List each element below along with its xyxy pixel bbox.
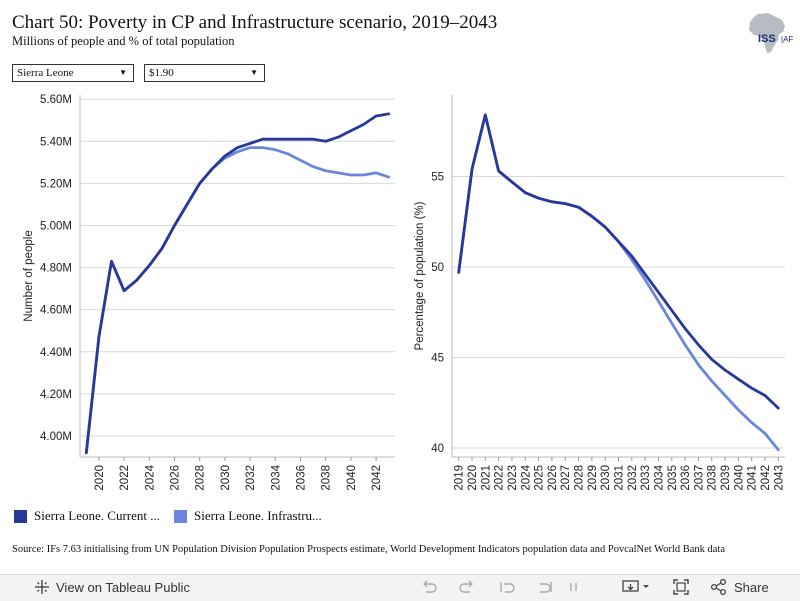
forward-icon bbox=[540, 582, 552, 593]
y-tick-label: 5.00M bbox=[40, 220, 72, 232]
x-tick-label: 2022 bbox=[119, 465, 131, 491]
x-tick-label: 2034 bbox=[270, 464, 282, 490]
x-tick-label: 2036 bbox=[296, 465, 308, 491]
x-tick-label: 2031 bbox=[614, 465, 626, 491]
x-tick-label: 2039 bbox=[720, 465, 732, 491]
x-tick-label: 2030 bbox=[220, 465, 232, 491]
y-tick-label: 4.00M bbox=[40, 431, 72, 443]
threshold-select-value: $1.90 bbox=[149, 67, 174, 79]
iss-afi-logo: ISS |AFI bbox=[749, 13, 794, 53]
share-icon bbox=[710, 579, 727, 595]
people-chart: 4.00M 4.20M 4.40M 4.60M 4.80M 5.00M 5.20M 5.40M… bbox=[23, 94, 395, 491]
revert-button[interactable] bbox=[498, 579, 516, 595]
fullscreen-button[interactable] bbox=[672, 579, 690, 595]
legend-label-current-path: Sierra Leone. Current ... bbox=[34, 508, 160, 523]
view-on-tableau-link[interactable]: View on Tableau Public bbox=[34, 579, 190, 595]
x-tick-label: 2040 bbox=[733, 465, 745, 491]
x-tick-label: 2020 bbox=[94, 465, 106, 491]
x-tick-label: 2035 bbox=[667, 465, 679, 491]
series-line-current-path[interactable] bbox=[457, 113, 780, 410]
svg-text:ISS: ISS bbox=[758, 33, 776, 45]
x-tick-label: 2042 bbox=[371, 465, 383, 491]
x-tick-label: 2029 bbox=[587, 465, 599, 491]
pause-icon bbox=[570, 583, 577, 591]
share-button[interactable]: Share bbox=[710, 579, 769, 595]
x-tick-label: 2042 bbox=[760, 465, 772, 491]
y-tick-label: 4.60M bbox=[40, 305, 72, 317]
x-tick-label: 2023 bbox=[507, 465, 519, 491]
tableau-icon bbox=[35, 580, 49, 594]
y-tick-label: 45 bbox=[431, 352, 444, 364]
y-tick-label: 4.20M bbox=[40, 389, 72, 401]
x-tick-label: 2034 bbox=[653, 464, 665, 490]
country-select-value: Sierra Leone bbox=[17, 67, 74, 79]
x-tick-label: 2041 bbox=[747, 465, 759, 491]
download-icon bbox=[622, 580, 649, 592]
svg-text:|AFI: |AFI bbox=[781, 35, 794, 44]
pause-button[interactable] bbox=[566, 579, 582, 595]
y-axis-label: Number of people bbox=[23, 230, 35, 321]
y-tick-label: 50 bbox=[431, 262, 444, 274]
x-tick-label: 2037 bbox=[693, 465, 705, 491]
y-tick-label: 4.40M bbox=[40, 347, 72, 359]
revert-icon bbox=[500, 582, 515, 593]
y-tick-label: 4.80M bbox=[40, 263, 72, 275]
redo-button[interactable] bbox=[458, 579, 476, 595]
y-tick-label: 55 bbox=[431, 171, 444, 183]
x-tick-label: 2022 bbox=[494, 465, 506, 491]
x-tick-label: 2020 bbox=[467, 465, 479, 491]
x-tick-label: 2024 bbox=[144, 464, 156, 490]
redo-icon bbox=[459, 580, 473, 593]
x-tick-label: 2033 bbox=[640, 465, 652, 491]
legend-label-infrastructure: Sierra Leone. Infrastru... bbox=[194, 508, 322, 523]
x-tick-label: 2025 bbox=[534, 465, 546, 491]
x-tick-label: 2026 bbox=[547, 465, 559, 491]
x-tick-label: 2038 bbox=[707, 465, 719, 491]
x-tick-label: 2024 bbox=[520, 464, 532, 490]
view-on-tableau-label: View on Tableau Public bbox=[56, 579, 190, 595]
x-tick-label: 2038 bbox=[321, 465, 333, 491]
chevron-down-icon: ▼ bbox=[250, 68, 258, 77]
legend-item-current-path[interactable]: Sierra Leone. Current ... bbox=[14, 508, 160, 524]
share-label: Share bbox=[734, 579, 769, 595]
x-tick-label: 2043 bbox=[773, 465, 785, 491]
x-tick-label: 2021 bbox=[480, 465, 492, 491]
y-tick-label: 5.60M bbox=[40, 94, 72, 106]
series-line-infrastructure[interactable] bbox=[457, 113, 780, 452]
x-tick-label: 2019 bbox=[454, 465, 466, 491]
threshold-select[interactable]: $1.90 ▼ bbox=[144, 64, 265, 82]
undo-icon bbox=[423, 580, 437, 593]
fullscreen-icon bbox=[673, 579, 689, 595]
tableau-toolbar: View on Tableau Public Share bbox=[0, 574, 800, 601]
poverty-charts: 4.00M 4.20M 4.40M 4.60M 4.80M 5.00M 5.20M 5.40M… bbox=[23, 94, 785, 491]
x-tick-label: 2028 bbox=[195, 465, 207, 491]
source-note: Source: IFs 7.63 initialising from UN Po… bbox=[12, 544, 725, 555]
legend-item-infrastructure[interactable]: Sierra Leone. Infrastru... bbox=[174, 508, 322, 524]
x-tick-label: 2032 bbox=[245, 465, 257, 491]
chart-title: Chart 50: Poverty in CP and Infrastructu… bbox=[12, 12, 498, 33]
series-line-current-path[interactable] bbox=[84, 112, 391, 455]
download-button[interactable] bbox=[622, 579, 652, 595]
x-tick-label: 2036 bbox=[680, 465, 692, 491]
legend-swatch-current-path bbox=[14, 509, 27, 523]
percent-chart: 40 45 50 55 2019 2020 2021 2022 2023 2024 2025 2026… bbox=[414, 95, 785, 491]
legend-swatch-infrastructure bbox=[174, 509, 187, 523]
y-tick-label: 40 bbox=[431, 443, 444, 455]
chart-subtitle: Millions of people and % of total popula… bbox=[12, 34, 235, 48]
x-tick-label: 2040 bbox=[346, 465, 358, 491]
x-tick-label: 2028 bbox=[574, 465, 586, 491]
y-tick-label: 5.20M bbox=[40, 178, 72, 190]
x-tick-label: 2027 bbox=[560, 465, 572, 491]
forward-button[interactable] bbox=[536, 579, 554, 595]
x-tick-label: 2030 bbox=[600, 465, 612, 491]
y-axis-label: Percentage of population (%) bbox=[414, 201, 426, 350]
x-tick-label: 2032 bbox=[627, 465, 639, 491]
undo-button[interactable] bbox=[420, 579, 438, 595]
chevron-down-icon: ▼ bbox=[119, 68, 127, 77]
series-line-infrastructure[interactable] bbox=[84, 146, 391, 455]
country-select[interactable]: Sierra Leone ▼ bbox=[12, 64, 134, 82]
y-tick-label: 5.40M bbox=[40, 136, 72, 148]
x-tick-label: 2026 bbox=[170, 465, 182, 491]
